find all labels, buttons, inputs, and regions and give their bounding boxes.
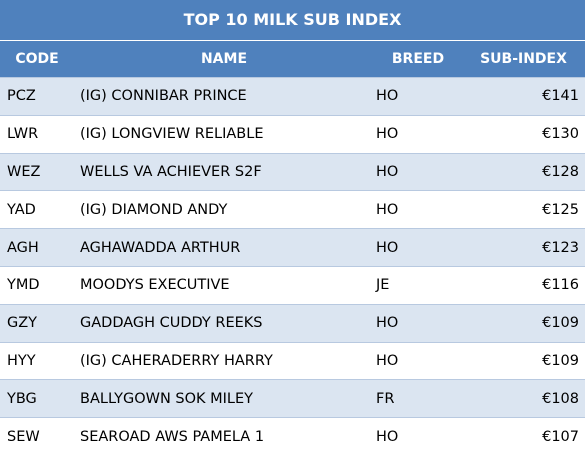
- table-row: WEZ WELLS VA ACHIEVER S2F HO €128: [0, 152, 585, 191]
- cell-code: GZY: [7, 315, 38, 332]
- cell-code: HYY: [7, 352, 36, 369]
- cell-sub-index: €141: [542, 88, 579, 105]
- cell-code: WEZ: [7, 163, 41, 180]
- cell-sub-index: €109: [542, 315, 579, 332]
- cell-breed: FR: [376, 390, 395, 407]
- cell-breed: HO: [376, 126, 399, 143]
- cell-code: YMD: [7, 277, 40, 294]
- cell-breed: HO: [376, 239, 399, 256]
- cell-name: (IG) LONGVIEW RELIABLE: [80, 126, 264, 143]
- cell-name: GADDAGH CUDDY REEKS: [80, 315, 263, 332]
- header-code: CODE: [15, 51, 59, 67]
- cell-code: AGH: [7, 239, 39, 256]
- cell-sub-index: €109: [542, 352, 579, 369]
- table-row: HYY (IG) CAHERADERRY HARRY HO €109: [0, 341, 585, 380]
- table-title: TOP 10 MILK SUB INDEX: [0, 0, 585, 41]
- table-row: YAD (IG) DIAMOND ANDY HO €125: [0, 190, 585, 229]
- cell-code: SEW: [7, 428, 40, 445]
- cell-sub-index: €108: [542, 390, 579, 407]
- cell-name: AGHAWADDA ARTHUR: [80, 239, 241, 256]
- cell-name: WELLS VA ACHIEVER S2F: [80, 163, 262, 180]
- table-row: SEW SEAROAD AWS PAMELA 1 HO €107: [0, 417, 585, 455]
- table-row: YMD MOODYS EXECUTIVE JE €116: [0, 265, 585, 304]
- cell-breed: HO: [376, 163, 399, 180]
- cell-code: YAD: [7, 201, 36, 218]
- cell-sub-index: €116: [542, 277, 579, 294]
- cell-name: SEAROAD AWS PAMELA 1: [80, 428, 265, 445]
- cell-sub-index: €125: [542, 201, 579, 218]
- table-row: LWR (IG) LONGVIEW RELIABLE HO €130: [0, 114, 585, 153]
- table-header-row: CODE NAME BREED SUB-INDEX: [0, 41, 585, 77]
- cell-name: (IG) CAHERADERRY HARRY: [80, 352, 273, 369]
- cell-sub-index: €107: [542, 428, 579, 445]
- cell-sub-index: €128: [542, 163, 579, 180]
- cell-name: (IG) CONNIBAR PRINCE: [80, 88, 247, 105]
- cell-name: BALLYGOWN SOK MILEY: [80, 390, 254, 407]
- cell-sub-index: €123: [542, 239, 579, 256]
- cell-code: YBG: [7, 390, 37, 407]
- cell-breed: HO: [376, 201, 399, 218]
- table-row: YBG BALLYGOWN SOK MILEY FR €108: [0, 379, 585, 418]
- cell-name: MOODYS EXECUTIVE: [80, 277, 230, 294]
- cell-code: PCZ: [7, 88, 36, 105]
- table-row: AGH AGHAWADDA ARTHUR HO €123: [0, 228, 585, 266]
- cell-breed: HO: [376, 315, 399, 332]
- cell-breed: JE: [376, 277, 390, 294]
- table-body: PCZ (IG) CONNIBAR PRINCE HO €141 LWR (IG…: [0, 77, 585, 455]
- header-sub-index: SUB-INDEX: [480, 51, 567, 67]
- cell-breed: HO: [376, 352, 399, 369]
- header-breed: BREED: [391, 51, 445, 67]
- cell-breed: HO: [376, 88, 399, 105]
- table-row: PCZ (IG) CONNIBAR PRINCE HO €141: [0, 77, 585, 115]
- cell-breed: HO: [376, 428, 399, 445]
- cell-sub-index: €130: [542, 126, 579, 143]
- cell-name: (IG) DIAMOND ANDY: [80, 201, 228, 218]
- cell-code: LWR: [7, 126, 39, 143]
- table-row: GZY GADDAGH CUDDY REEKS HO €109: [0, 303, 585, 342]
- header-name: NAME: [200, 51, 248, 67]
